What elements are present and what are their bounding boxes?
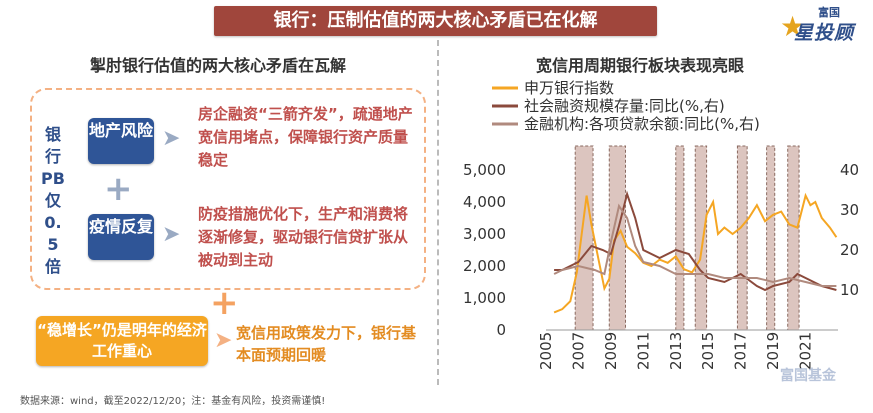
- y-right-tick-label: 10: [840, 281, 859, 299]
- legend-label: 申万银行指数: [524, 79, 614, 97]
- bank-index-chart: 2005 2007 2009 2011 2013 2015 2017 2019 2021 0 1,0…: [463, 79, 859, 370]
- real-estate-text: 房企融资“三箭齐发”，疏通地产宽信用堵点，保障银行资产质量稳定: [198, 105, 413, 169]
- arrow-icon: ➤: [162, 222, 181, 247]
- credit-cycle-band: [574, 145, 594, 331]
- credit-cycle-band: [787, 145, 800, 331]
- brand-logo: ★ 富国 星投顾: [780, 4, 860, 48]
- pandemic-text: 防疫措施优化下，生产和消费将逐渐修复，驱动银行信贷扩张从被动到主动: [198, 205, 409, 269]
- y-left-tick-label: 3,000: [463, 225, 506, 243]
- page-title-banner: 银行：压制估值的两大核心矛盾已在化解: [214, 6, 657, 36]
- credit-cycle-band: [608, 145, 626, 331]
- legend-label: 社会融资规模存量:同比(%,右): [524, 97, 725, 115]
- x-tick-label: 2021: [797, 332, 815, 370]
- arrow-icon: ➤: [214, 328, 233, 353]
- credit-cycle-band: [736, 145, 748, 331]
- steady-growth-box: “稳增长”仍是明年的经济工作重心: [36, 316, 208, 366]
- credit-cycle-band: [694, 145, 708, 331]
- x-tick-label: 2013: [667, 332, 685, 370]
- x-tick-label: 2009: [602, 332, 620, 370]
- pandemic-box: 疫情反复: [88, 214, 154, 260]
- x-tick-label: 2011: [634, 332, 652, 370]
- series-line: [554, 190, 837, 292]
- star-icon: ★: [780, 10, 806, 43]
- legend-label: 金融机构:各项贷款余额:同比(%,右): [524, 115, 760, 133]
- data-source-footer: 数据来源：wind，截至2022/12/20；注：基金有风险，投资需谨慎!: [20, 396, 326, 407]
- credit-cycle-band: [766, 145, 776, 331]
- watermark: 富国基金: [780, 368, 836, 384]
- y-left-tick-label: 5,000: [463, 161, 506, 179]
- credit-policy-text: 宽信用政策发力下，银行基本面预期回暖: [236, 324, 417, 364]
- credit-cycle-band: [675, 145, 685, 331]
- logo-main-text: 星投顾: [794, 22, 855, 44]
- x-tick-label: 2007: [569, 332, 587, 370]
- y-right-tick-label: 40: [840, 161, 859, 179]
- x-tick-label: 2019: [764, 332, 782, 370]
- x-tick-label: 2015: [699, 332, 717, 370]
- series-line: [553, 203, 837, 287]
- x-tick-label: 2017: [732, 332, 750, 370]
- arrow-icon: ➤: [162, 126, 181, 151]
- left-heading: 掣肘银行估值的两大核心矛盾在瓦解: [89, 56, 346, 75]
- x-tick-label: 2005: [537, 332, 555, 370]
- y-right-tick-label: 30: [840, 201, 859, 219]
- y-left-tick-label: 0: [496, 321, 506, 339]
- y-left-tick-label: 4,000: [463, 193, 506, 211]
- pb-label: 银行PB仅0.5倍: [41, 125, 65, 276]
- plus-icon: +: [104, 169, 133, 209]
- y-left-tick-label: 1,000: [463, 289, 506, 307]
- y-left-tick-label: 2,000: [463, 257, 506, 275]
- orange-plus-icon: +: [210, 283, 239, 323]
- logo-top-text: 富国: [818, 6, 840, 19]
- real-estate-risk-box: 地产风险: [88, 118, 154, 164]
- y-right-tick-label: 20: [840, 241, 859, 259]
- series-line: [553, 192, 838, 314]
- contradiction-box: [30, 88, 426, 290]
- section-divider: [437, 40, 439, 385]
- chart-heading: 宽信用周期银行板块表现亮眼: [535, 56, 744, 75]
